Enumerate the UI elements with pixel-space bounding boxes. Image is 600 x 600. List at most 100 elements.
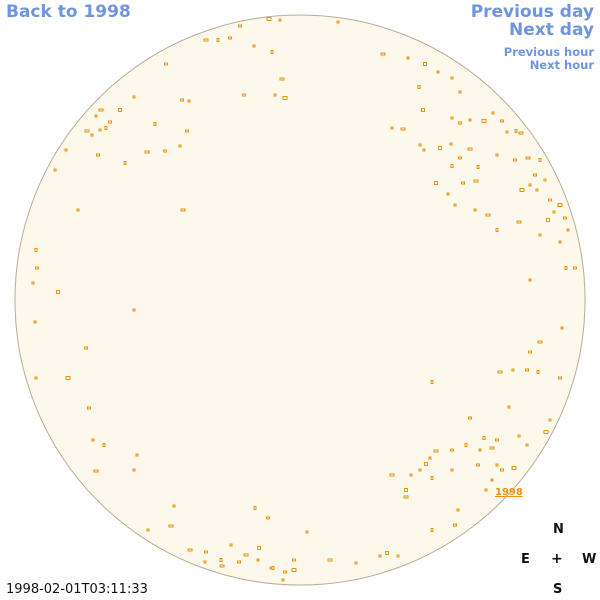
solar-feature-mark: [566, 228, 570, 232]
solar-feature-mark: [266, 516, 270, 520]
next-day-link[interactable]: Next day: [509, 20, 594, 40]
active-region-label[interactable]: 1998: [495, 487, 523, 498]
solar-feature-mark: [270, 50, 274, 54]
compass-center-icon: +: [551, 551, 563, 567]
solar-feature-mark: [385, 551, 389, 555]
solar-feature-mark: [172, 504, 176, 508]
solar-feature-mark: [283, 570, 287, 574]
solar-feature-mark: [513, 158, 517, 162]
solar-feature-mark: [548, 418, 552, 422]
solar-feature-mark: [336, 20, 340, 24]
solar-feature-mark: [418, 143, 422, 147]
solar-feature-mark: [514, 129, 518, 133]
solar-feature-mark: [433, 449, 439, 453]
solar-feature-mark: [467, 147, 473, 151]
solar-feature-mark: [476, 165, 480, 169]
solar-feature-mark: [497, 370, 503, 374]
solar-feature-mark: [450, 468, 454, 472]
solar-feature-mark: [430, 476, 434, 480]
solar-feature-mark: [484, 488, 488, 492]
solar-feature-mark: [31, 281, 35, 285]
solar-feature-mark: [252, 44, 256, 48]
solar-feature-mark: [279, 77, 285, 81]
solar-feature-mark: [378, 554, 382, 558]
active-region-features: [31, 17, 577, 582]
solar-feature-mark: [558, 376, 562, 380]
solar-feature-mark: [538, 158, 542, 162]
solar-feature-mark: [102, 443, 106, 447]
solar-feature-mark: [180, 208, 186, 212]
compass-south: S: [553, 582, 563, 597]
solar-feature-mark: [495, 153, 499, 157]
solar-feature-mark: [242, 93, 246, 97]
solar-feature-mark: [511, 466, 517, 470]
solar-feature-mark: [537, 340, 543, 344]
solar-feature-mark: [390, 126, 394, 130]
solar-feature-mark: [417, 85, 421, 89]
solar-feature-mark: [546, 218, 550, 222]
solar-feature-mark: [204, 550, 208, 554]
solar-feature-mark: [404, 488, 408, 492]
solar-feature-mark: [507, 405, 511, 409]
solar-feature-mark: [424, 462, 428, 466]
solar-feature-mark: [34, 376, 38, 380]
previous-hour-link[interactable]: Previous hour: [503, 45, 594, 59]
solar-feature-mark: [489, 446, 495, 450]
solar-feature-mark: [168, 524, 174, 528]
solar-feature-mark: [281, 578, 285, 582]
solar-feature-mark: [525, 443, 529, 447]
back-to-year-link[interactable]: Back to 1998: [6, 2, 131, 22]
solar-feature-mark: [380, 52, 386, 56]
solar-feature-mark: [76, 208, 80, 212]
solar-feature-mark: [543, 430, 549, 434]
solar-feature-mark: [533, 173, 537, 177]
solar-feature-mark: [84, 129, 90, 133]
solar-feature-mark: [354, 561, 358, 565]
solar-feature-mark: [525, 156, 531, 160]
solar-feature-mark: [450, 116, 454, 120]
next-hour-link[interactable]: Next hour: [529, 58, 594, 72]
solar-feature-mark: [93, 469, 99, 473]
solar-feature-mark: [418, 468, 422, 472]
solar-feature-mark: [438, 146, 442, 150]
solar-feature-mark: [436, 70, 440, 74]
solar-feature-mark: [434, 181, 438, 185]
solar-feature-mark: [164, 62, 168, 66]
solar-feature-mark: [505, 130, 509, 134]
solar-feature-mark: [243, 553, 249, 557]
solar-feature-mark: [495, 438, 499, 442]
solar-feature-mark: [482, 436, 486, 440]
compass-north: N: [553, 522, 564, 537]
solar-feature-mark: [528, 278, 532, 282]
solar-feature-mark: [91, 438, 95, 442]
solar-feature-mark: [461, 181, 465, 185]
solar-feature-mark: [278, 18, 282, 22]
compass-west: W: [582, 552, 597, 567]
solar-feature-mark: [238, 24, 242, 28]
solar-feature-mark: [84, 346, 88, 350]
solar-feature-mark: [146, 528, 150, 532]
solar-feature-mark: [450, 164, 454, 168]
solar-feature-mark: [464, 443, 468, 447]
solar-feature-mark: [87, 406, 91, 410]
solar-feature-mark: [185, 129, 189, 133]
solar-feature-mark: [500, 468, 504, 472]
solar-feature-mark: [104, 126, 108, 130]
solar-feature-mark: [132, 95, 136, 99]
previous-day-link[interactable]: Previous day: [470, 2, 594, 22]
solar-feature-mark: [450, 448, 454, 452]
solar-feature-mark: [118, 108, 122, 112]
solar-feature-mark: [468, 118, 472, 122]
solar-feature-mark: [257, 546, 261, 550]
solar-feature-mark: [422, 148, 426, 152]
solar-feature-mark: [478, 448, 482, 452]
solar-feature-mark: [253, 506, 257, 510]
solar-feature-mark: [98, 128, 102, 132]
solar-feature-mark: [108, 120, 112, 124]
solar-feature-mark: [516, 220, 522, 224]
solar-feature-mark: [458, 121, 462, 125]
solar-feature-mark: [237, 560, 241, 564]
solar-feature-mark: [305, 530, 309, 534]
solar-feature-mark: [458, 156, 462, 160]
